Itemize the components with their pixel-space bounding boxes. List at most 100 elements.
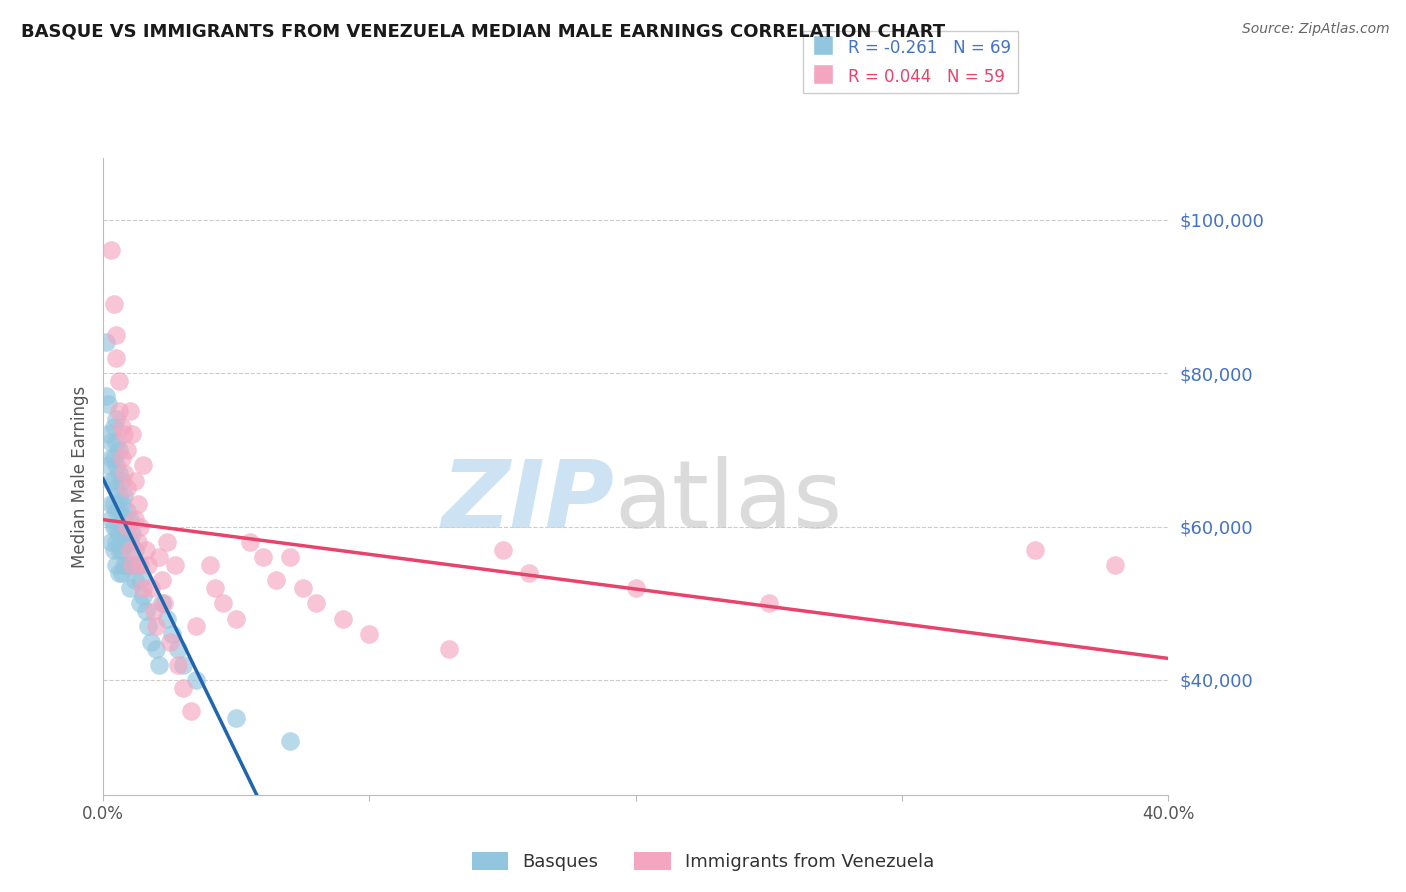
Point [758, 596, 780, 610]
Point [132, 589, 155, 603]
Point [103, 419, 125, 434]
Point [115, 527, 138, 541]
Point [159, 634, 181, 648]
Point [103, 519, 125, 533]
Point [103, 474, 125, 488]
Y-axis label: Median Male Earnings: Median Male Earnings [72, 385, 89, 568]
Point [105, 435, 128, 450]
Point [121, 558, 143, 572]
Point [359, 627, 381, 641]
Point [108, 504, 131, 518]
Point [100, 474, 122, 488]
Point [204, 581, 226, 595]
Point [100, 450, 122, 465]
Point [114, 558, 136, 572]
Point [94, 335, 117, 350]
Point [108, 527, 131, 541]
Point [278, 550, 301, 565]
Point [118, 535, 141, 549]
Point [114, 489, 136, 503]
Point [439, 642, 461, 657]
Point [150, 596, 173, 610]
Point [111, 450, 134, 465]
Point [148, 550, 170, 565]
Point [225, 612, 247, 626]
Point [129, 558, 152, 572]
Point [105, 535, 128, 549]
Point [100, 244, 122, 258]
Point [115, 519, 138, 533]
Point [145, 642, 167, 657]
Point [127, 558, 149, 572]
Point [153, 596, 176, 610]
Point [108, 466, 131, 480]
Point [108, 489, 131, 503]
Point [115, 481, 138, 495]
Point [186, 673, 208, 687]
Point [103, 297, 125, 311]
Point [491, 542, 513, 557]
Text: Source: ZipAtlas.com: Source: ZipAtlas.com [1241, 22, 1389, 37]
Point [138, 619, 160, 633]
Point [108, 374, 131, 388]
Point [121, 527, 143, 541]
Point [225, 711, 247, 725]
Point [103, 450, 125, 465]
Point [1104, 558, 1126, 572]
Point [105, 327, 128, 342]
Point [135, 604, 157, 618]
Point [118, 581, 141, 595]
Text: ZIP: ZIP [441, 456, 614, 549]
Point [162, 627, 184, 641]
Point [97, 427, 120, 442]
Point [132, 458, 155, 472]
Point [111, 519, 134, 533]
Point [212, 596, 235, 610]
Point [114, 427, 136, 442]
Point [124, 512, 146, 526]
Point [127, 535, 149, 549]
Point [108, 566, 131, 580]
Point [100, 535, 122, 549]
Point [166, 642, 188, 657]
Point [111, 542, 134, 557]
Point [111, 566, 134, 580]
Point [1024, 542, 1046, 557]
Point [121, 427, 143, 442]
Point [118, 542, 141, 557]
Point [517, 566, 540, 580]
Point [129, 596, 152, 610]
Point [111, 419, 134, 434]
Point [108, 442, 131, 457]
Point [118, 404, 141, 418]
Point [105, 519, 128, 533]
Point [115, 558, 138, 572]
Point [124, 542, 146, 557]
Point [156, 535, 179, 549]
Point [103, 542, 125, 557]
Point [114, 512, 136, 526]
Point [186, 619, 208, 633]
Point [139, 634, 162, 648]
Point [97, 397, 120, 411]
Point [198, 558, 221, 572]
Point [108, 404, 131, 418]
Point [121, 558, 143, 572]
Point [108, 542, 131, 557]
Point [105, 504, 128, 518]
Point [142, 604, 165, 618]
Point [305, 596, 328, 610]
Point [105, 458, 128, 472]
Point [105, 558, 128, 572]
Point [148, 657, 170, 672]
Point [100, 497, 122, 511]
Point [124, 574, 146, 588]
Text: atlas: atlas [614, 456, 842, 549]
Point [150, 574, 173, 588]
Point [97, 458, 120, 472]
Point [129, 574, 152, 588]
Legend: R = -0.261   N = 69, R = 0.044   N = 59: R = -0.261 N = 69, R = 0.044 N = 59 [803, 30, 1018, 93]
Point [118, 558, 141, 572]
Point [132, 581, 155, 595]
Point [156, 612, 179, 626]
